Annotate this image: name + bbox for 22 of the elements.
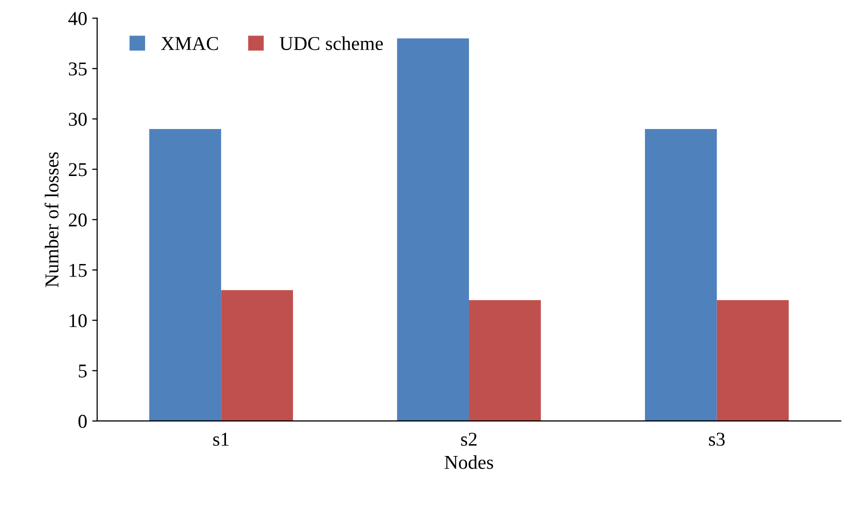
y-tick-label: 40 (68, 12, 87, 26)
legend-label: UDC scheme (280, 36, 383, 50)
bar (397, 38, 469, 421)
x-tick-label: s1 (213, 432, 229, 446)
bar (644, 128, 717, 421)
y-axis-title: Number of losses (44, 152, 59, 288)
x-axis-title: Nodes (444, 455, 494, 469)
bar (468, 300, 541, 421)
y-tick-label: 20 (68, 213, 87, 227)
y-tick-label: 30 (68, 112, 87, 126)
bar (149, 128, 222, 421)
y-tick-label: 15 (70, 264, 87, 277)
x-tick-label: s3 (708, 432, 725, 446)
bar (716, 300, 789, 421)
y-tick-label: 25 (68, 163, 87, 176)
y-tick-label: 10 (70, 314, 87, 328)
y-tick-label: 35 (68, 62, 87, 76)
legend-label: XMAC (161, 37, 218, 50)
x-tick-label: s2 (461, 432, 477, 446)
y-tick-label: 0 (78, 414, 87, 428)
bar (221, 290, 293, 421)
y-tick-label: 5 (78, 364, 87, 378)
